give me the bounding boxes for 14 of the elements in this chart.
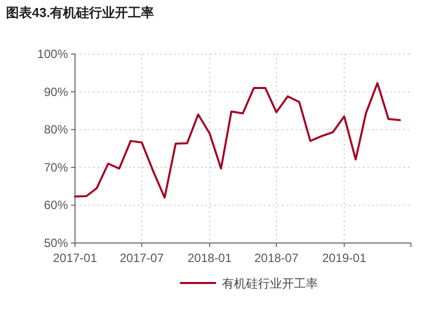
x-tick-label: 2017-07	[120, 251, 164, 265]
y-tick-label: 70%	[44, 160, 68, 174]
y-tick-label: 80%	[44, 122, 68, 137]
y-tick-label: 90%	[44, 84, 68, 99]
y-tick-label: 60%	[44, 198, 68, 212]
y-tick-label: 100%	[37, 47, 68, 61]
chart-title: 图表43.有机硅行业开工率	[6, 5, 154, 20]
legend-label: 有机硅行业开工率	[222, 276, 318, 290]
x-tick-label: 2017-01	[52, 251, 98, 265]
x-tick-label: 2018-01	[188, 251, 232, 265]
line-series	[74, 82, 401, 199]
x-tick-label: 2019-01	[322, 251, 367, 265]
x-tick-label: 2018-07	[254, 251, 299, 265]
y-tick-label: 50%	[44, 236, 68, 250]
